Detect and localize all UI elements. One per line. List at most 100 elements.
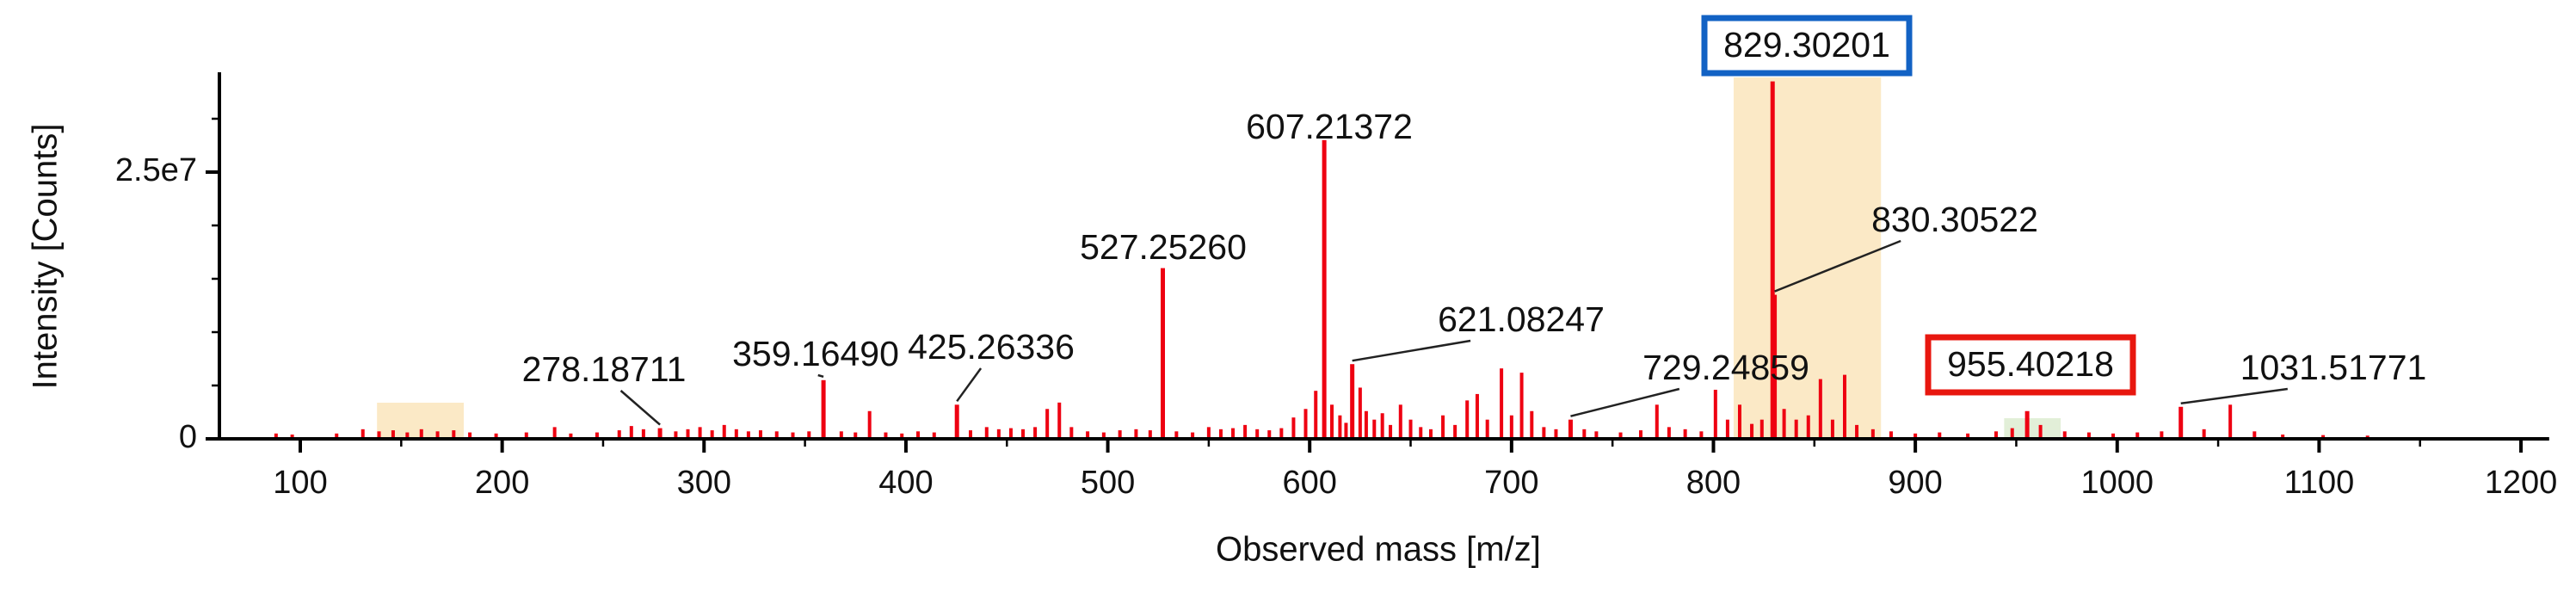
peak-line [1759,419,1764,439]
peak-label: 621.08247 [1438,299,1605,339]
peak-line [884,432,888,439]
peak-line [710,430,714,439]
peak-line [1428,429,1433,439]
peak-line [1453,424,1457,439]
peak-line [1134,429,1138,439]
peak-line [1725,419,1729,439]
peak-line [569,433,573,439]
peak-line [391,430,395,439]
x-tick-label: 400 [878,465,933,501]
peak-line [900,433,904,439]
peak-line [1358,387,1362,439]
peak-label: 278.18711 [522,349,687,389]
peak-line [1161,268,1166,439]
peak-line [2024,410,2030,439]
peak-line [2281,435,2285,439]
peak-line [807,431,811,439]
peak-line [1148,430,1152,439]
peak-line [867,410,872,439]
peak-line [1243,424,1248,439]
peak-line [1639,430,1643,439]
peak-line [1057,402,1062,439]
peak-line [1770,81,1775,439]
peak-leader-line [1352,339,1471,362]
peak-line [435,431,440,439]
peak-line [494,433,498,439]
peak-line [552,427,557,439]
peak-line [1870,429,1875,439]
peak-line [722,424,726,439]
peak-leader-line [817,373,824,379]
peak-line [1818,379,1822,439]
peak-label: 1031.51771 [2240,348,2427,387]
x-tick-label: 600 [1282,465,1336,501]
y-tick-label: 2.5e7 [115,152,197,188]
peak-line [686,429,690,439]
peak-line [1191,432,1195,439]
peak-line [839,431,843,439]
peak-line [1938,432,1942,439]
peak-line [1794,419,1798,439]
peak-line [1500,368,1504,439]
peak-line [1303,409,1308,439]
peak-line [1045,409,1050,439]
peak-label: 830.30522 [1871,200,2038,239]
peak-line [1994,431,1998,439]
peak-line [377,431,381,439]
peak-line [1966,433,1970,439]
peak-line [1542,427,1546,439]
peak-line [1485,419,1489,439]
peak-line [419,429,423,439]
peak-line [1713,389,1717,439]
selected-peak-box-blue [1701,15,1913,77]
peak-line [1475,393,1479,439]
peak-line [1655,404,1659,439]
peak-leader-line [2180,387,2288,405]
peak-line [1021,429,1026,439]
peak-line [274,433,278,439]
peak-line [2202,429,2206,439]
x-tick-label: 1100 [2284,465,2355,501]
x-tick-label: 800 [1686,465,1741,501]
peak-label: 955.40218 [1947,344,2114,384]
peak-line [2252,431,2257,439]
peak-line [1206,427,1211,439]
peak-line [1855,424,1859,439]
peak-line [617,430,621,439]
peak-line [1086,431,1090,439]
x-tick-label: 300 [677,465,731,501]
peak-line [1465,400,1470,439]
peak-line [2179,406,2184,439]
peak-line [2111,433,2116,439]
peak-line [1291,417,1296,439]
peak-line [1231,428,1236,439]
peak-line [996,429,1001,439]
peak-line [1782,409,1786,439]
peak-line [1372,419,1377,439]
peak-line [452,430,456,439]
peak-line [698,427,702,439]
peak-leader-line [956,367,983,403]
peak-line [1530,410,1534,439]
peak-label: 527.25260 [1080,227,1247,267]
peak-line [1509,415,1513,439]
peak-line [641,429,645,439]
peak-line [361,429,365,439]
peak-line [1174,431,1179,439]
peak-line [2010,428,2014,439]
peak-label: 359.16490 [732,334,899,373]
peak-line [1267,430,1272,439]
peak-line [1101,432,1106,439]
peak-line [854,432,858,439]
peak-line [2321,435,2326,439]
peak-line [1914,433,1918,439]
peak-line [746,431,750,439]
peak-line [821,379,826,439]
peak-line [1338,415,1342,439]
x-tick-label: 200 [475,465,529,501]
peak-line [1519,373,1524,439]
peak-line [915,431,920,439]
peak-line [1398,404,1402,439]
peak-line [758,430,762,439]
